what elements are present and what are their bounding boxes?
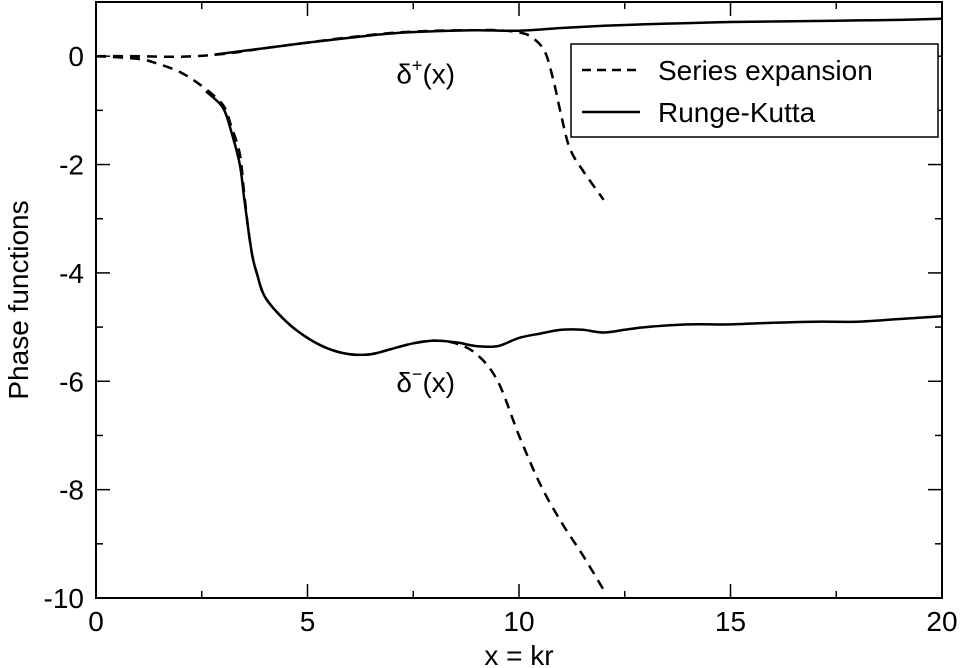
x-tick-label: 15 <box>715 606 746 637</box>
x-tick-label: 0 <box>88 606 104 637</box>
delta-minus-annotation: δ−(x) <box>396 364 455 398</box>
legend-entry-series-expansion: Series expansion <box>658 55 873 86</box>
legend-entry-runge-kutta: Runge-Kutta <box>658 97 816 128</box>
x-tick-label: 5 <box>300 606 316 637</box>
x-tick-label: 20 <box>926 606 957 637</box>
legend-box <box>570 43 939 138</box>
y-tick-label: 0 <box>68 41 84 72</box>
curve-annotations: δ+(x) δ−(x) <box>396 55 455 398</box>
y-axis-label: Phase functions <box>3 200 34 399</box>
delta-plus-annotation: δ+(x) <box>396 55 455 89</box>
series-layer <box>96 17 942 591</box>
series-expansion-delta-minus-line <box>96 54 605 591</box>
runge-kutta-delta-minus-line <box>205 90 942 357</box>
runge-kutta-delta-plus-line <box>214 17 942 56</box>
axis-tick-labels: 0 5 10 15 20 0 -2 -4 -6 -8 -10 <box>44 41 958 637</box>
legend: Series expansion Runge-Kutta <box>570 43 939 138</box>
y-tick-label: -10 <box>44 583 84 614</box>
x-axis-label: x = kr <box>484 640 553 668</box>
axis-ticks <box>95 2 943 599</box>
x-tick-label: 10 <box>503 606 534 637</box>
y-tick-label: -2 <box>59 150 84 181</box>
series-expansion-delta-plus-line <box>96 28 605 201</box>
y-tick-label: -8 <box>59 475 84 506</box>
y-tick-label: -4 <box>59 258 84 289</box>
y-tick-label: -6 <box>59 366 84 397</box>
